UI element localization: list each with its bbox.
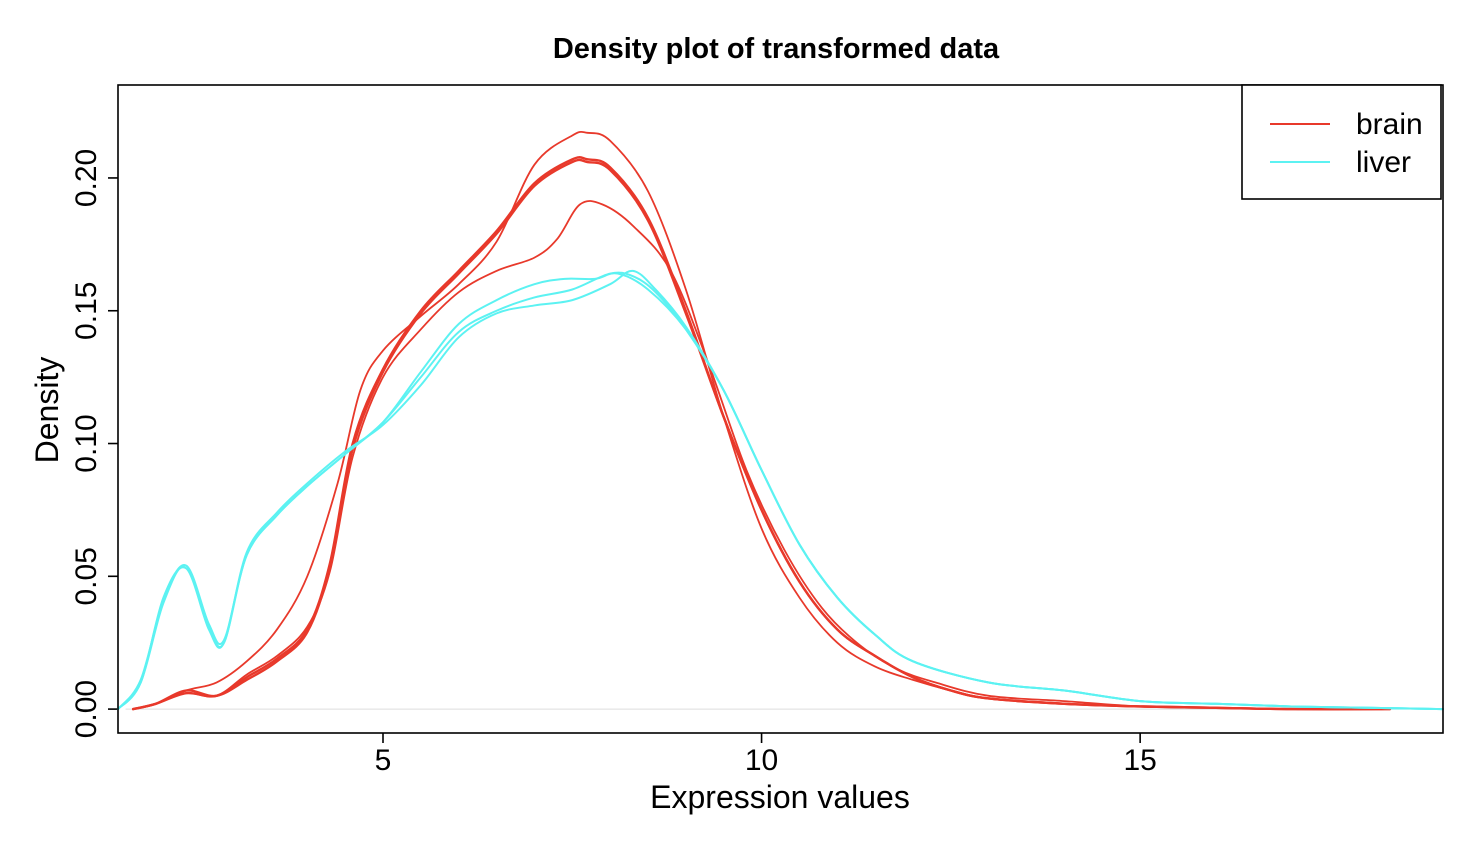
x-tick-label: 5	[375, 744, 392, 777]
y-tick-label: 0.00	[70, 680, 103, 738]
density-line-liver-5	[117, 271, 1444, 711]
x-axis-label: Expression values	[650, 779, 910, 815]
density-line-brain-2	[131, 158, 1392, 711]
chart-title: Density plot of transformed data	[553, 33, 1000, 65]
x-axis-ticks: 5 10 15	[375, 733, 1157, 777]
y-tick-label: 0.10	[70, 414, 103, 472]
x-tick-label: 15	[1123, 744, 1156, 777]
y-tick-label: 0.15	[70, 282, 103, 340]
y-axis-ticks: 0.00 0.05 0.10 0.15 0.20	[70, 149, 118, 738]
density-line-brain-4	[132, 200, 1391, 711]
density-curves	[117, 130, 1444, 711]
density-line-liver-6	[117, 269, 1444, 711]
legend-label-liver: liver	[1356, 146, 1411, 179]
plot-frame	[117, 84, 1444, 734]
legend-box	[1241, 84, 1442, 200]
y-axis-label: Density	[29, 357, 65, 464]
legend: brain liver	[1241, 84, 1442, 200]
density-line-liver-7	[117, 272, 1444, 711]
density-line-brain-3	[132, 130, 1391, 711]
x-tick-label: 10	[745, 744, 778, 777]
y-tick-label: 0.20	[70, 149, 103, 207]
density-line-brain-1	[131, 156, 1392, 711]
y-tick-label: 0.05	[70, 547, 103, 605]
legend-label-brain: brain	[1356, 108, 1423, 141]
